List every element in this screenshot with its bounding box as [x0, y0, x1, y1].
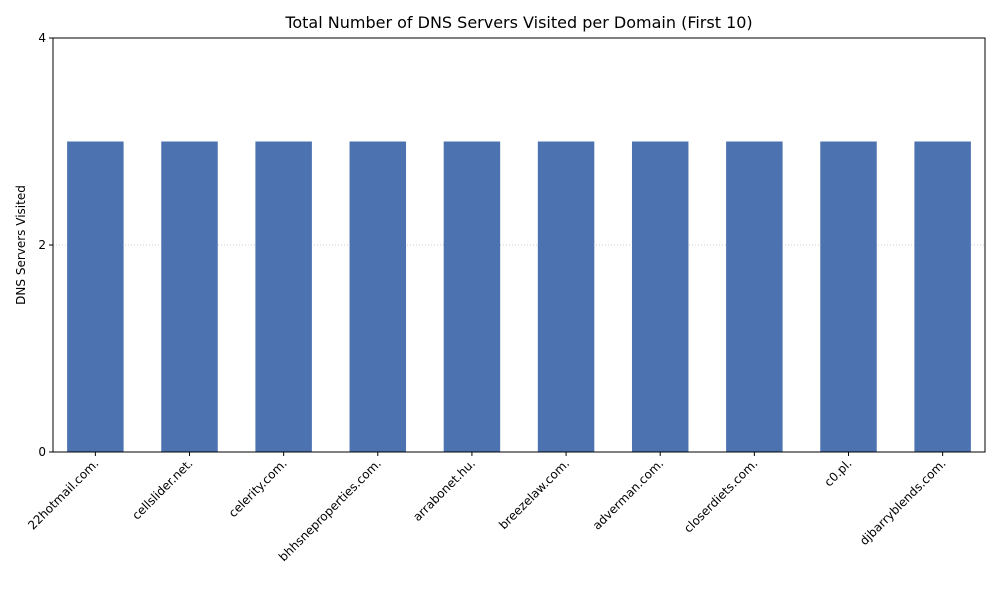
x-tick-label: bhhsneproperties.com. [276, 456, 384, 564]
bar [443, 141, 501, 452]
y-axis-label: DNS Servers Visited [14, 185, 28, 305]
bar [537, 141, 595, 452]
bar [349, 141, 407, 452]
bars [67, 141, 971, 452]
y-axis-ticks: 0 2 4 [38, 31, 53, 459]
x-tick-label: cellslider.net. [129, 456, 195, 522]
bar [914, 141, 971, 452]
bar [67, 141, 124, 452]
chart-title: Total Number of DNS Servers Visited per … [284, 13, 752, 32]
x-tick-label: adverman.com. [590, 456, 666, 532]
bar [631, 141, 689, 452]
y-tick-label: 0 [38, 445, 46, 459]
plot-area-frame [52, 37, 986, 453]
x-tick-label: 22hotmail.com. [25, 456, 101, 532]
x-tick-label: djbarryblends.com. [857, 456, 949, 548]
x-tick-label: closerdiets.com. [681, 456, 760, 535]
x-axis-ticks: 22hotmail.com. cellslider.net. celerity.co… [25, 452, 949, 564]
x-tick-label: breezelaw.com. [496, 456, 572, 532]
bar [820, 141, 877, 452]
bar [726, 141, 783, 452]
bar [255, 141, 312, 452]
x-tick-label: arrabonet.hu. [410, 456, 478, 524]
x-tick-label: c0.pl. [822, 456, 855, 489]
y-tick-label: 2 [38, 238, 46, 252]
y-tick-label: 4 [38, 31, 46, 45]
x-tick-label: celerity.com. [226, 456, 290, 520]
bar [161, 141, 218, 452]
